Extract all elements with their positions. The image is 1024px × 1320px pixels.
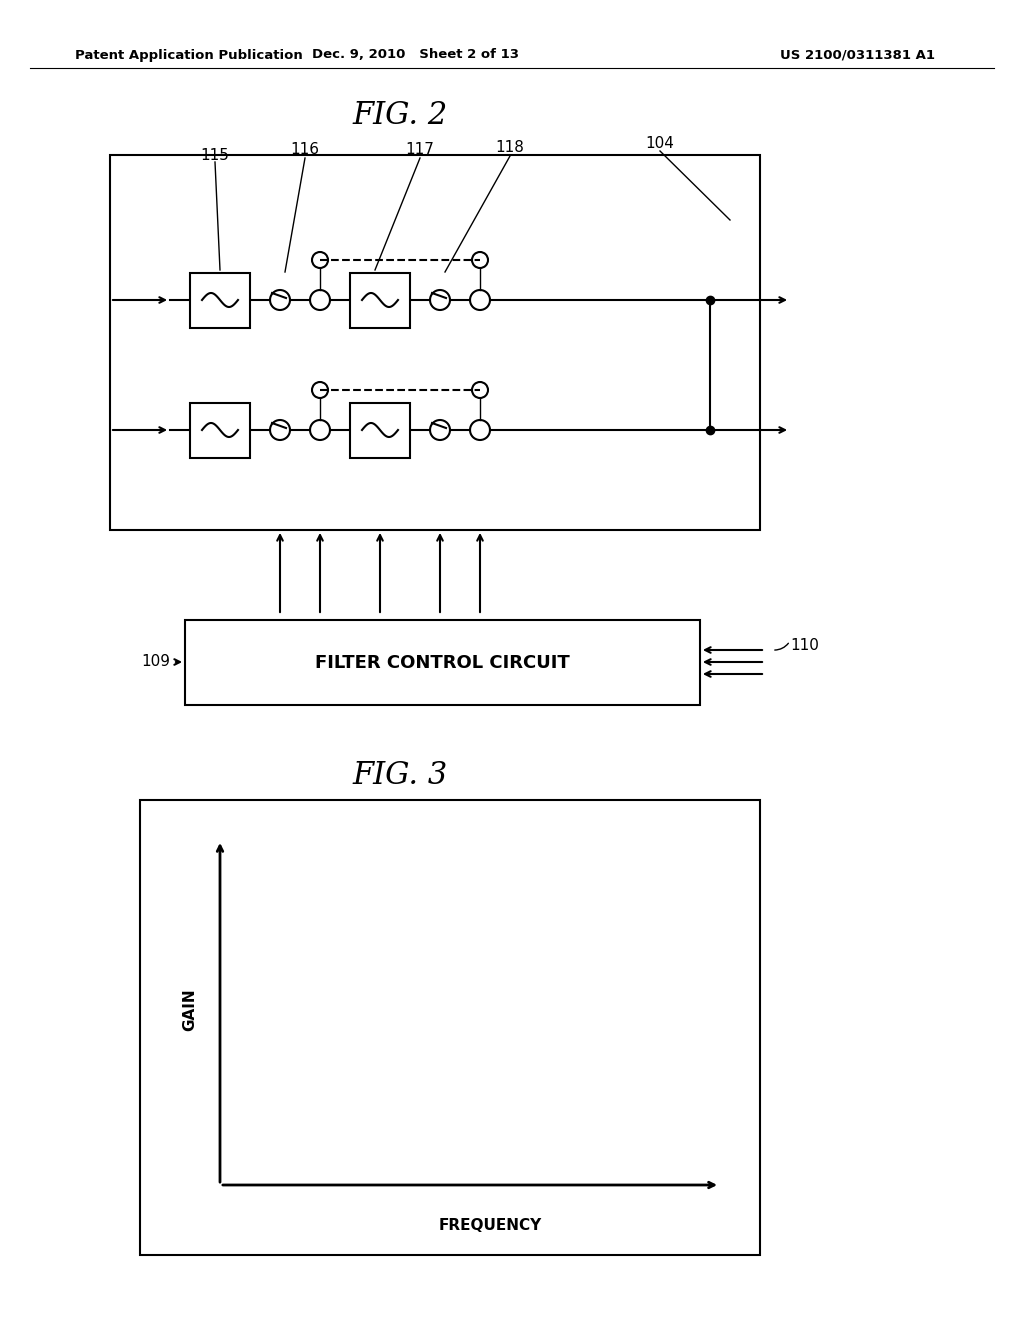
Text: US 2100/0311381 A1: US 2100/0311381 A1 (780, 49, 935, 62)
Text: FREQUENCY: FREQUENCY (438, 1217, 542, 1233)
Text: FIG. 3: FIG. 3 (352, 759, 447, 791)
Bar (185, 620, 700, 705)
Text: 115: 115 (201, 148, 229, 162)
Text: FIG. 2: FIG. 2 (352, 99, 447, 131)
Bar (140, 800, 760, 1255)
Bar (110, 154, 760, 531)
Text: FILTER CONTROL CIRCUIT: FILTER CONTROL CIRCUIT (315, 653, 570, 672)
Text: Dec. 9, 2010   Sheet 2 of 13: Dec. 9, 2010 Sheet 2 of 13 (311, 49, 518, 62)
Text: 109: 109 (141, 655, 170, 669)
Text: GAIN: GAIN (182, 989, 198, 1031)
Text: 110: 110 (790, 638, 819, 652)
Text: 117: 117 (406, 143, 434, 157)
Text: 104: 104 (645, 136, 675, 150)
Text: Patent Application Publication: Patent Application Publication (75, 49, 303, 62)
Bar (350, 403, 410, 458)
Bar (190, 403, 250, 458)
Bar (190, 272, 250, 327)
Bar (350, 272, 410, 327)
Text: 116: 116 (291, 143, 319, 157)
Text: 118: 118 (496, 140, 524, 156)
